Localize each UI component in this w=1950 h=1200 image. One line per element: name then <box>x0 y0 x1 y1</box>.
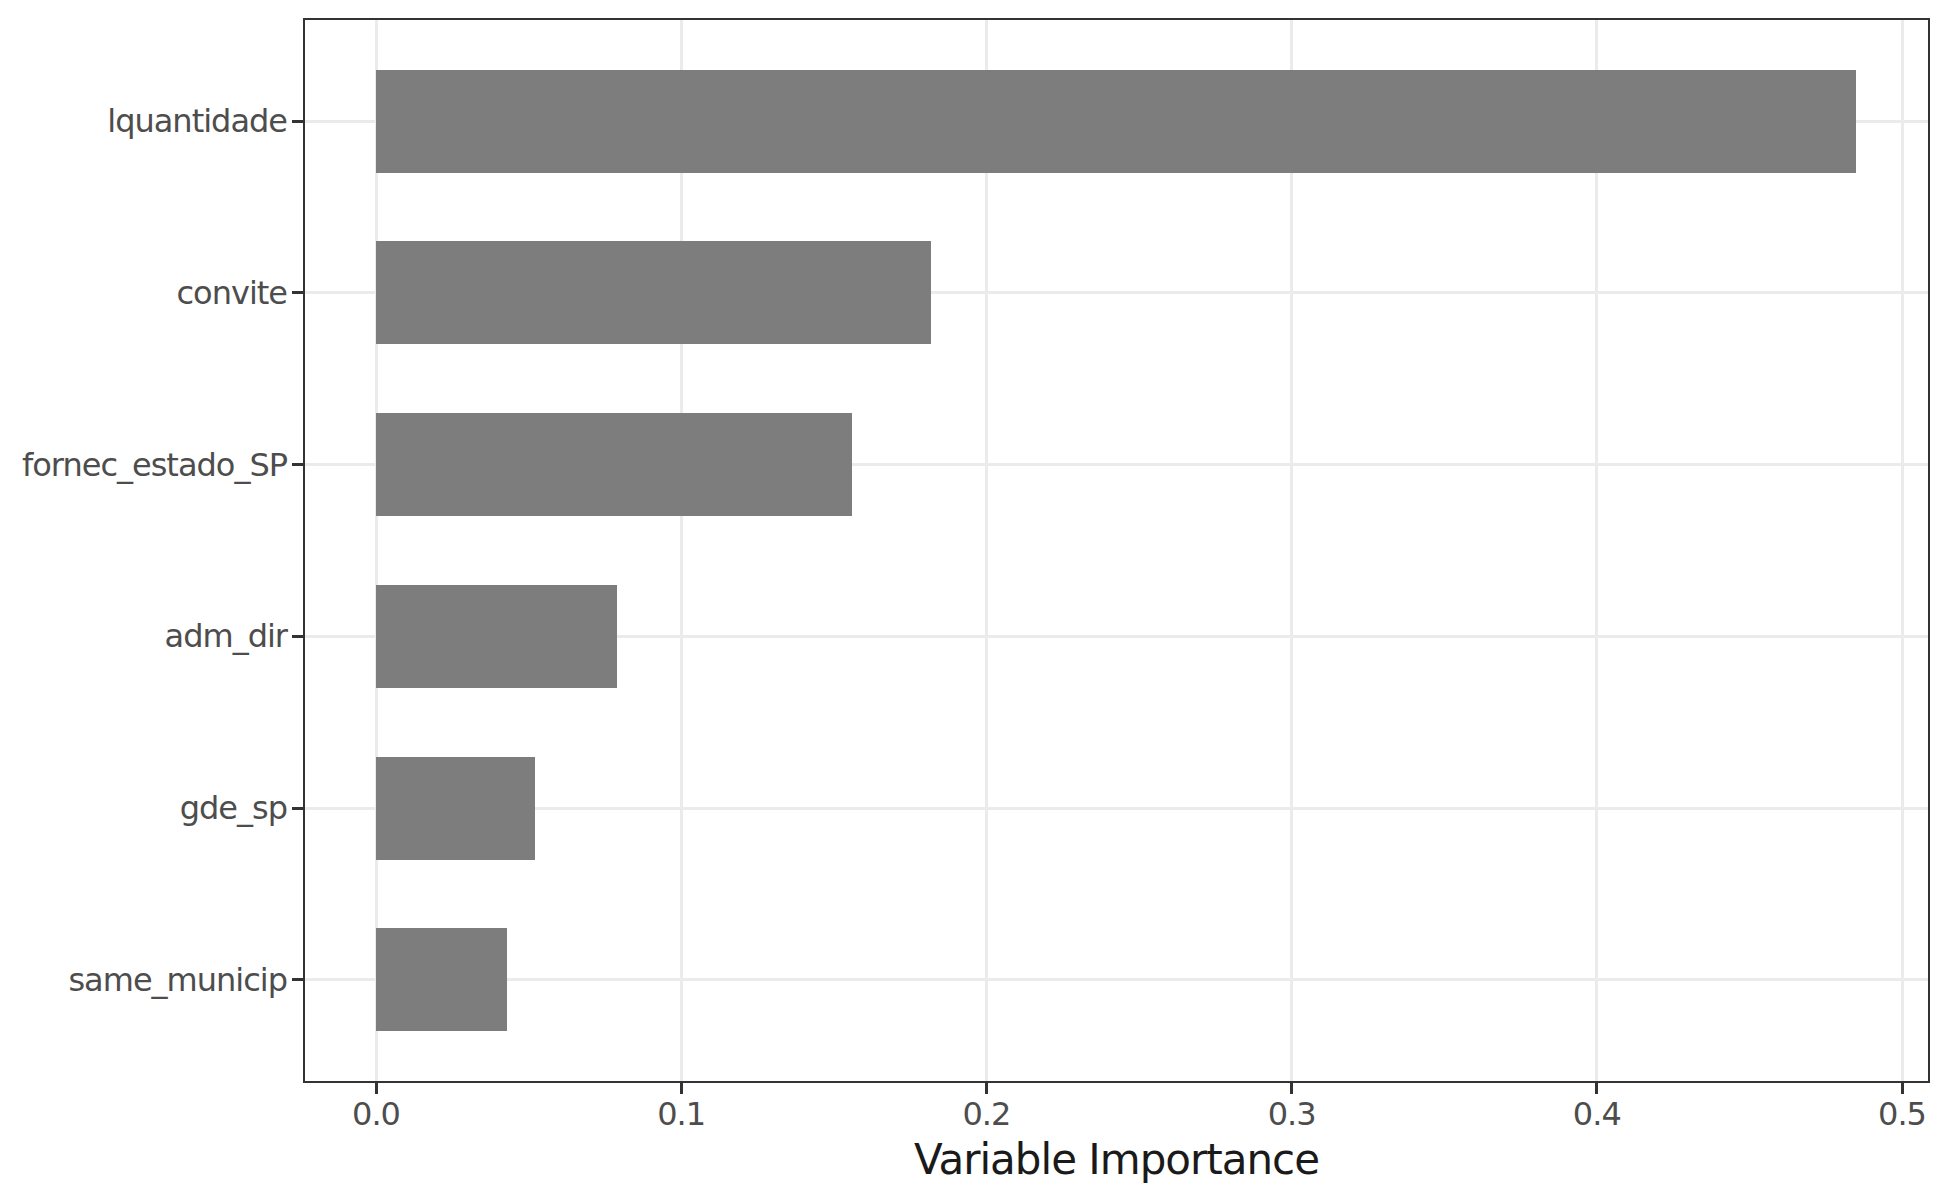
x-tick-label: 0.4 <box>1537 1095 1657 1133</box>
y-tick <box>292 120 303 123</box>
plot-panel <box>303 18 1930 1083</box>
bar-fornec_estado_SP <box>376 413 852 516</box>
x-gridline <box>680 18 683 1083</box>
x-tick <box>985 1083 988 1094</box>
x-tick-label: 0.0 <box>316 1095 436 1133</box>
bar-gde_sp <box>376 757 535 860</box>
x-tick-label: 0.2 <box>926 1095 1046 1133</box>
x-gridline <box>1595 18 1598 1083</box>
y-gridline <box>303 978 1930 981</box>
x-tick-label: 0.3 <box>1232 1095 1352 1133</box>
y-tick <box>292 463 303 466</box>
y-tick <box>292 635 303 638</box>
x-tick <box>1290 1083 1293 1094</box>
x-tick <box>1595 1083 1598 1094</box>
x-tick <box>375 1083 378 1094</box>
y-axis-label-fornec_estado_SP: fornec_estado_SP <box>7 446 287 484</box>
y-axis-label-lquantidade: lquantidade <box>7 102 287 140</box>
x-gridline <box>375 18 378 1083</box>
bar-convite <box>376 241 931 344</box>
x-tick-label: 0.5 <box>1842 1095 1950 1133</box>
variable-importance-chart: lquantidade convite fornec_estado_SP adm_di… <box>0 0 1950 1200</box>
x-tick-label: 0.1 <box>621 1095 741 1133</box>
y-axis-label-adm_dir: adm_dir <box>7 617 287 655</box>
x-axis-title: Variable Importance <box>303 1136 1930 1184</box>
y-tick <box>292 291 303 294</box>
bar-same_municip <box>376 928 507 1031</box>
y-tick <box>292 807 303 810</box>
x-gridline <box>1901 18 1904 1083</box>
x-tick <box>1901 1083 1904 1094</box>
bar-adm_dir <box>376 585 617 688</box>
x-gridline <box>985 18 988 1083</box>
x-tick <box>680 1083 683 1094</box>
y-gridline <box>303 807 1930 810</box>
x-gridline <box>1290 18 1293 1083</box>
bar-lquantidade <box>376 70 1856 173</box>
y-axis-label-convite: convite <box>7 274 287 312</box>
y-tick <box>292 978 303 981</box>
y-axis-label-same_municip: same_municip <box>7 961 287 999</box>
y-axis-label-gde_sp: gde_sp <box>7 789 287 827</box>
